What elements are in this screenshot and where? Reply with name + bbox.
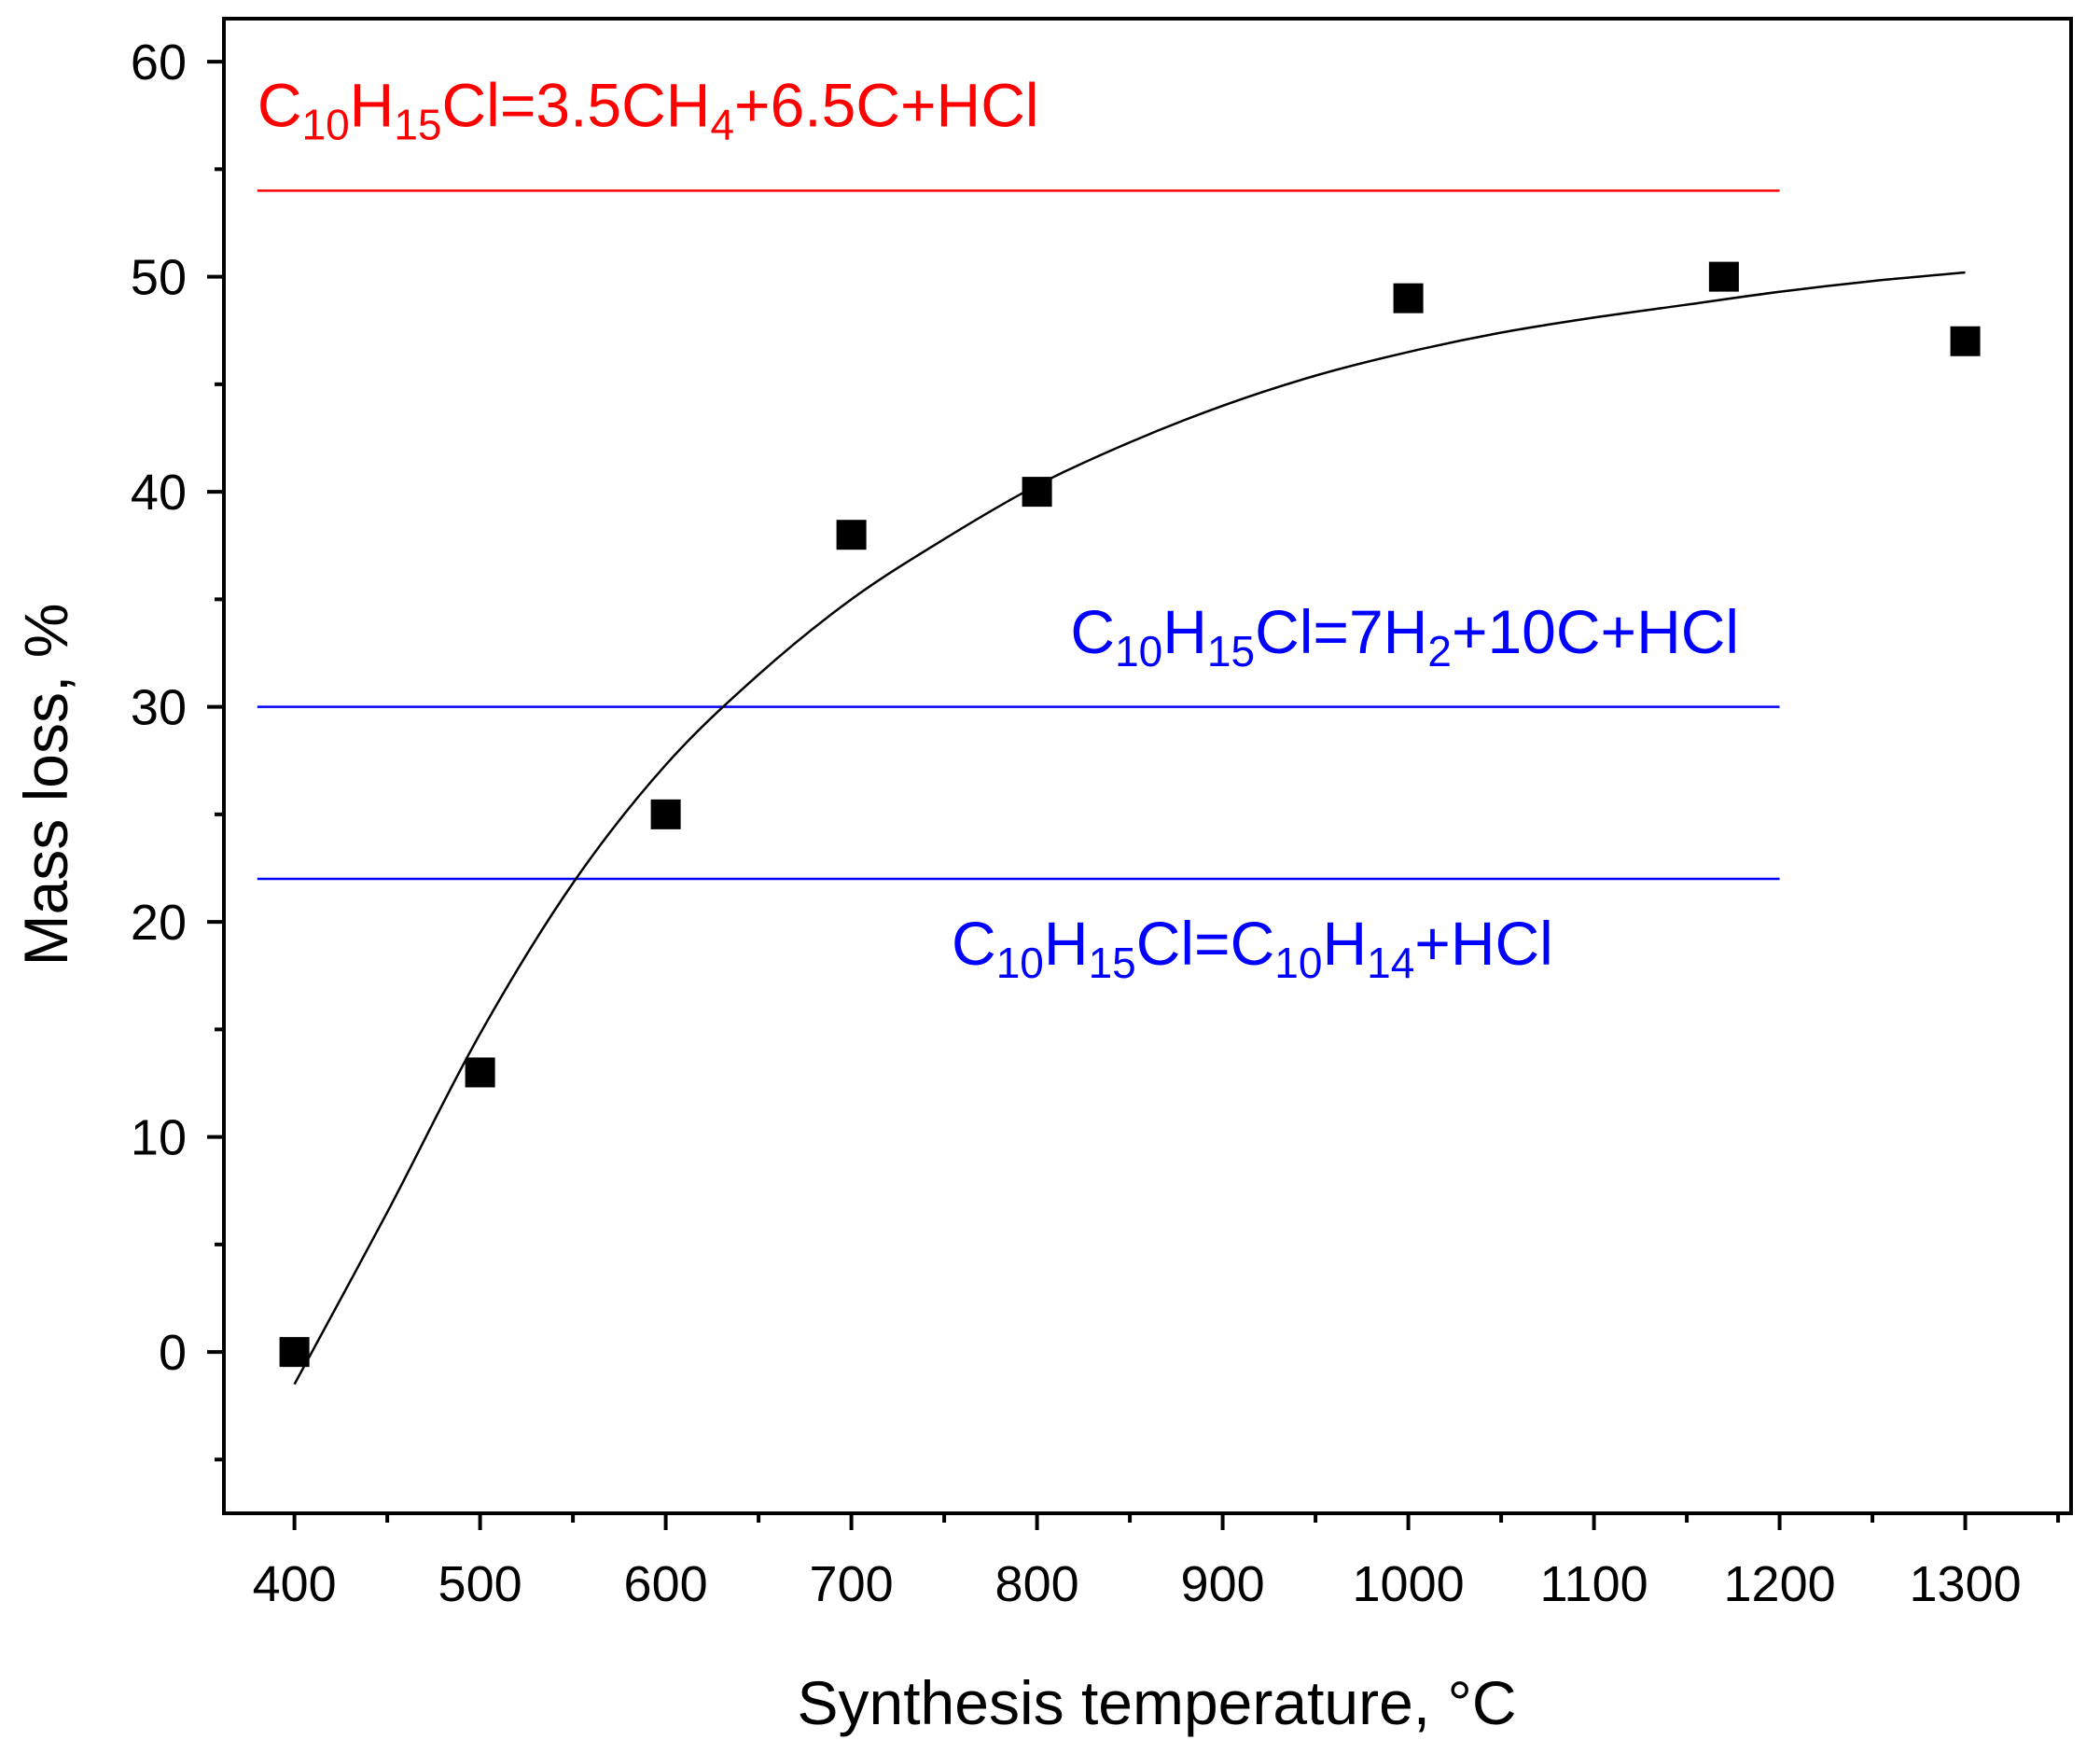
data-point xyxy=(650,799,681,829)
y-tick-label: 20 xyxy=(131,895,187,951)
plot-frame xyxy=(222,17,2073,1515)
reaction-equation-2: C10H15Cl=7H2+10C+HCl xyxy=(1070,597,1739,675)
x-tick-label: 900 xyxy=(1181,1556,1265,1612)
data-points xyxy=(279,261,1981,1368)
data-point xyxy=(1022,477,1052,508)
x-tick-label: 500 xyxy=(438,1556,522,1612)
y-tick-label: 0 xyxy=(159,1325,187,1381)
x-tick-label: 700 xyxy=(810,1556,894,1612)
reference-lines xyxy=(257,189,1780,881)
y-axis-title: Mass loss, % xyxy=(11,604,80,967)
y-tick-label: 50 xyxy=(131,250,187,306)
y-tick-label: 10 xyxy=(131,1110,187,1166)
data-point xyxy=(1708,261,1739,292)
y-tick-label: 30 xyxy=(131,680,187,736)
y-tick-label: 40 xyxy=(131,465,187,521)
data-point xyxy=(279,1337,310,1368)
reaction-equation-3: C10H15Cl=C10H14+HCl xyxy=(952,909,1553,987)
x-tick-label: 1000 xyxy=(1353,1556,1465,1612)
data-point xyxy=(1950,326,1981,356)
data-point xyxy=(1393,283,1424,313)
x-axis-title: Synthesis temperature, °C xyxy=(797,1668,1516,1737)
x-axis: 400 500 600 700 800 900 1000 1100 1200 1300 xyxy=(253,1513,2061,1612)
x-tick-label: 1300 xyxy=(1910,1556,2022,1612)
data-point xyxy=(836,520,867,550)
reaction-equation-1: C10H15Cl=3.5CH4+6.5C+HCl xyxy=(257,70,1039,148)
fit-curve-group xyxy=(293,271,1966,1385)
annotations: C10H15Cl=3.5CH4+6.5C+HCl C10H15Cl=7H2+10C… xyxy=(257,70,1739,987)
data-point xyxy=(465,1057,495,1088)
x-tick-label: 1100 xyxy=(1540,1556,1648,1612)
x-tick-label: 600 xyxy=(624,1556,708,1612)
x-tick-label: 1200 xyxy=(1724,1556,1836,1612)
x-tick-label: 800 xyxy=(995,1556,1079,1612)
x-tick-label: 400 xyxy=(253,1556,337,1612)
fit-curve xyxy=(293,271,1966,1385)
y-axis: 0 10 20 30 40 50 60 xyxy=(131,35,224,1462)
y-tick-label: 60 xyxy=(131,35,187,90)
